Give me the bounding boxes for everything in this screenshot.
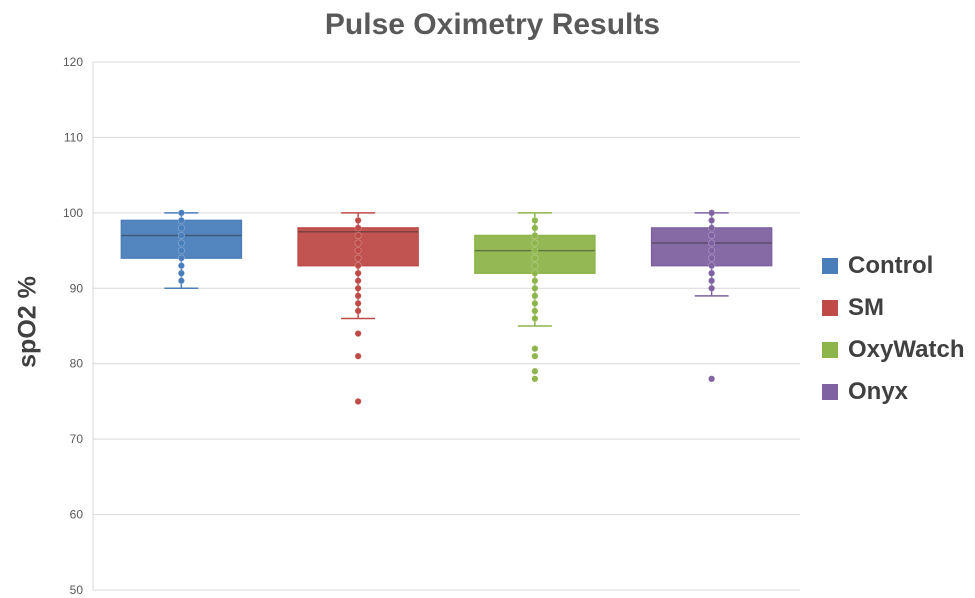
data-point xyxy=(177,262,185,270)
legend-item: Onyx xyxy=(822,376,964,408)
legend-label: OxyWatch xyxy=(848,336,965,363)
legend-label: Control xyxy=(848,252,934,279)
data-point xyxy=(177,269,185,277)
data-point xyxy=(354,216,362,224)
data-point xyxy=(177,216,185,224)
data-point xyxy=(708,277,716,285)
legend-swatch xyxy=(822,300,838,316)
data-point xyxy=(708,231,716,239)
y-tick-label: 50 xyxy=(70,583,84,597)
data-point xyxy=(708,247,716,255)
data-point xyxy=(354,299,362,307)
data-point xyxy=(531,269,539,277)
data-point xyxy=(708,224,716,232)
data-point xyxy=(531,262,539,270)
data-point xyxy=(354,330,362,338)
data-point xyxy=(354,262,362,270)
data-point xyxy=(708,216,716,224)
y-tick-label: 70 xyxy=(70,432,84,446)
data-point xyxy=(177,239,185,247)
legend-label: SM xyxy=(848,294,884,321)
data-point xyxy=(531,352,539,360)
data-point xyxy=(354,254,362,262)
data-point xyxy=(354,277,362,285)
data-point xyxy=(708,262,716,270)
legend-item: SM xyxy=(822,292,964,324)
data-point xyxy=(177,247,185,255)
data-point xyxy=(531,254,539,262)
data-point xyxy=(708,209,716,217)
data-point xyxy=(708,269,716,277)
data-point xyxy=(531,224,539,232)
data-point xyxy=(531,247,539,255)
legend-swatch xyxy=(822,384,838,400)
data-point xyxy=(354,224,362,232)
data-point xyxy=(354,397,362,405)
legend-item: OxyWatch xyxy=(822,334,964,366)
data-point xyxy=(531,299,539,307)
data-point xyxy=(354,231,362,239)
data-point xyxy=(354,269,362,277)
y-tick-label: 60 xyxy=(70,508,84,522)
data-point xyxy=(177,231,185,239)
data-point xyxy=(531,292,539,300)
data-point xyxy=(531,367,539,375)
data-point xyxy=(531,239,539,247)
legend: Control SM OxyWatch Onyx xyxy=(822,250,964,418)
data-point xyxy=(531,277,539,285)
data-point xyxy=(354,247,362,255)
data-point xyxy=(531,314,539,322)
data-point xyxy=(177,277,185,285)
data-point xyxy=(177,224,185,232)
y-tick-label: 120 xyxy=(63,55,83,69)
data-point xyxy=(354,292,362,300)
data-point xyxy=(354,239,362,247)
data-point xyxy=(354,307,362,315)
data-point xyxy=(531,231,539,239)
data-point xyxy=(708,284,716,292)
data-point xyxy=(531,284,539,292)
data-point xyxy=(354,352,362,360)
legend-item: Control xyxy=(822,250,964,282)
data-point xyxy=(708,375,716,383)
data-point xyxy=(177,209,185,217)
chart-title: Pulse Oximetry Results xyxy=(324,8,661,41)
data-point xyxy=(531,216,539,224)
y-tick-label: 100 xyxy=(63,206,83,220)
data-point xyxy=(708,254,716,262)
data-point xyxy=(354,284,362,292)
data-point xyxy=(708,239,716,247)
y-tick-label: 110 xyxy=(64,130,83,144)
data-point xyxy=(531,345,539,353)
legend-swatch xyxy=(822,342,838,358)
legend-label: Onyx xyxy=(848,378,909,405)
data-point xyxy=(531,307,539,315)
y-tick-label: 90 xyxy=(70,281,84,295)
data-point xyxy=(531,375,539,383)
data-point xyxy=(177,254,185,262)
y-tick-label: 80 xyxy=(70,357,84,371)
legend-swatch xyxy=(822,258,838,274)
